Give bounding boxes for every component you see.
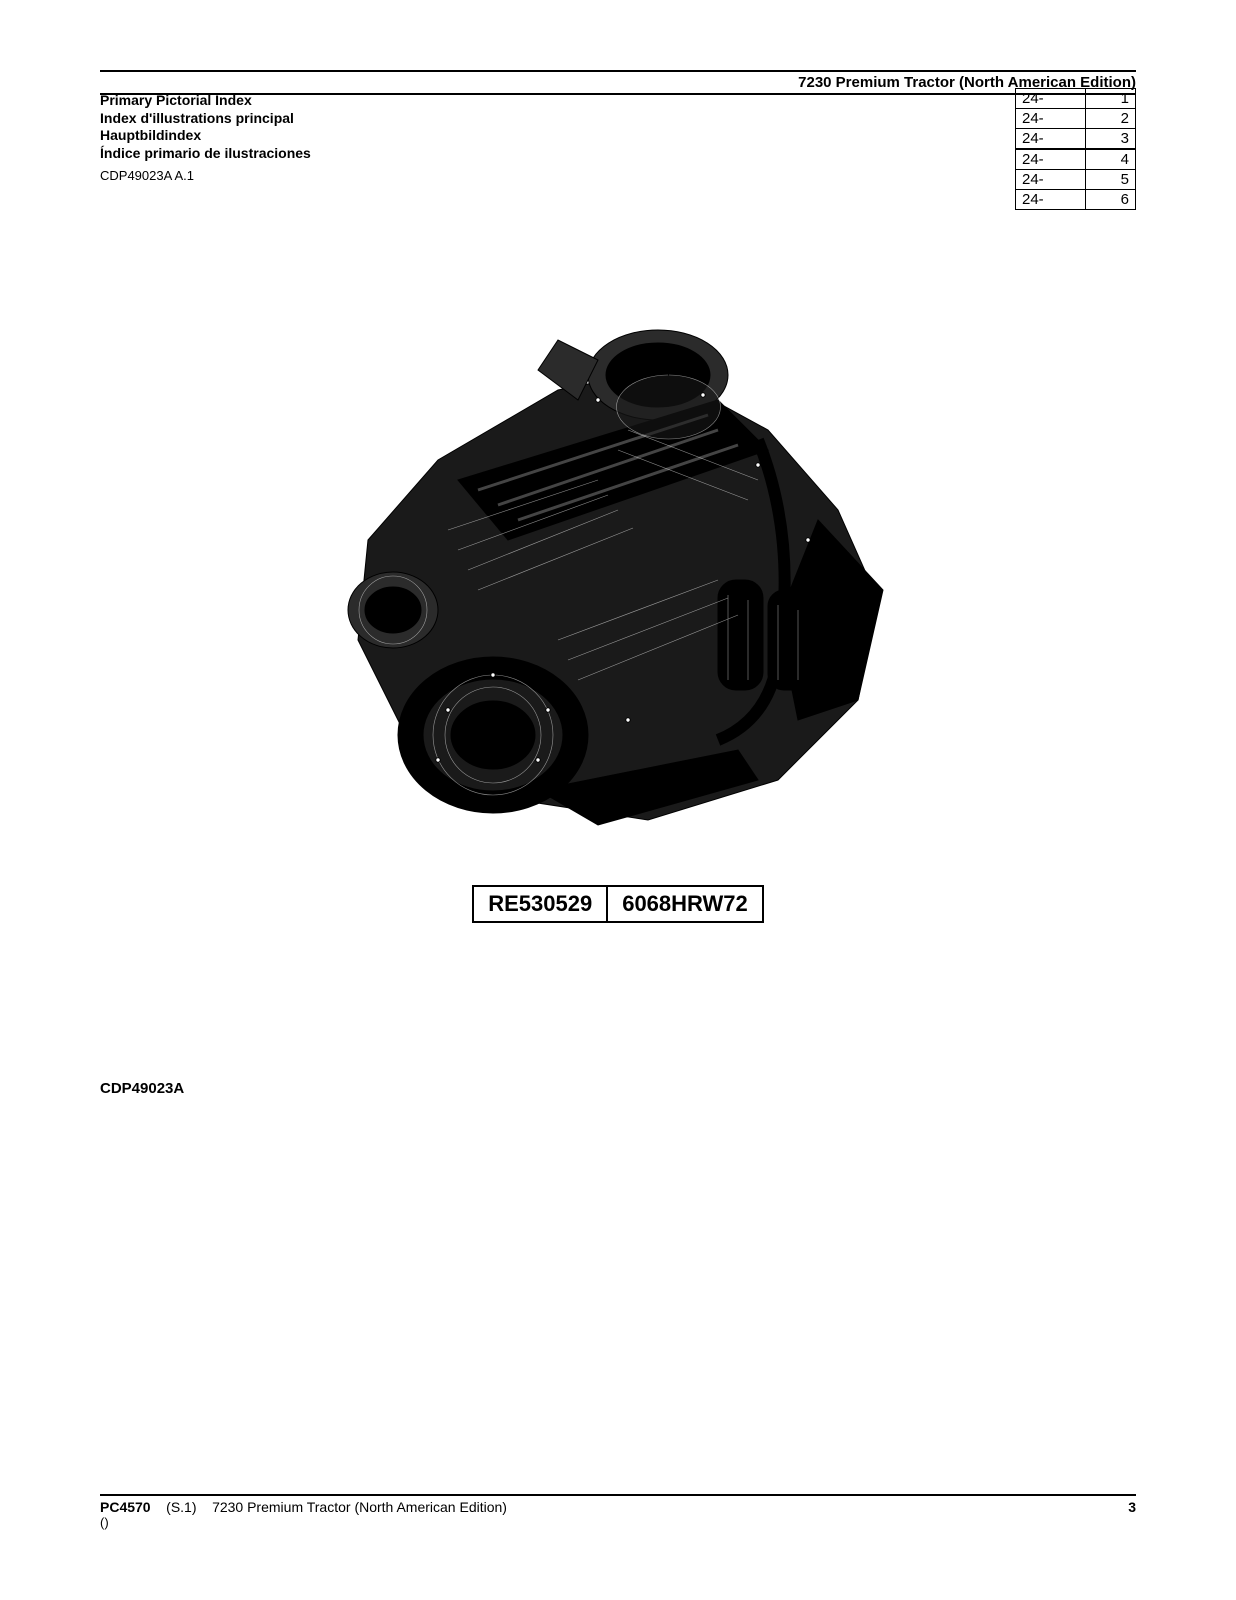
page-content: 7230 Premium Tractor (North American Edi… [100, 70, 1136, 1540]
page-footer: PC4570 (S.1) 7230 Premium Tractor (North… [100, 1494, 1136, 1530]
figure-area: RE530529 6068HRW72 [100, 280, 1136, 923]
title-block: Primary Pictorial Index Index d'illustra… [100, 92, 311, 184]
footer-row: PC4570 (S.1) 7230 Premium Tractor (North… [100, 1499, 1136, 1515]
reference-table-body: 24-124-224-324-424-524-6 [1016, 89, 1136, 210]
footer-page: 3 [1128, 1499, 1136, 1515]
ref-page: 2 [1086, 109, 1136, 129]
title-code: CDP49023A A.1 [100, 168, 311, 184]
ref-section: 24- [1016, 89, 1086, 109]
footer-catalog: PC4570 [100, 1499, 151, 1515]
ref-page: 5 [1086, 170, 1136, 190]
ref-section: 24- [1016, 109, 1086, 129]
ref-row: 24-5 [1016, 170, 1136, 190]
ref-row: 24-3 [1016, 129, 1136, 150]
ref-row: 24-6 [1016, 190, 1136, 210]
ref-page: 6 [1086, 190, 1136, 210]
footer-left: PC4570 (S.1) 7230 Premium Tractor (North… [100, 1499, 507, 1515]
ref-section: 24- [1016, 170, 1086, 190]
part-number: RE530529 [473, 886, 607, 922]
ref-section: 24- [1016, 190, 1086, 210]
footer-product: 7230 Premium Tractor (North American Edi… [212, 1499, 507, 1515]
ref-page: 4 [1086, 149, 1136, 170]
ref-row: 24-2 [1016, 109, 1136, 129]
reference-table: 24-124-224-324-424-524-6 [1015, 88, 1136, 210]
title-en: Primary Pictorial Index [100, 92, 311, 110]
ref-page: 3 [1086, 129, 1136, 150]
footer-rule [100, 1494, 1136, 1496]
ref-section: 24- [1016, 129, 1086, 150]
figure-code: CDP49023A [100, 1080, 184, 1097]
title-de: Hauptbildindex [100, 127, 311, 145]
ref-row: 24-4 [1016, 149, 1136, 170]
footer-rev: (S.1) [166, 1499, 196, 1515]
title-fr: Index d'illustrations principal [100, 110, 311, 128]
ref-row: 24-1 [1016, 89, 1136, 109]
engine-model: 6068HRW72 [607, 886, 763, 922]
ref-page: 1 [1086, 89, 1136, 109]
title-es: Índice primario de ilustraciones [100, 145, 311, 163]
header-row: 7230 Premium Tractor (North American Edi… [100, 74, 1136, 93]
footer-sub: () [100, 1515, 1136, 1530]
part-label-box: RE530529 6068HRW72 [472, 885, 764, 923]
ref-section: 24- [1016, 149, 1086, 170]
engine-illustration [298, 280, 938, 840]
header-rule-top [100, 70, 1136, 72]
